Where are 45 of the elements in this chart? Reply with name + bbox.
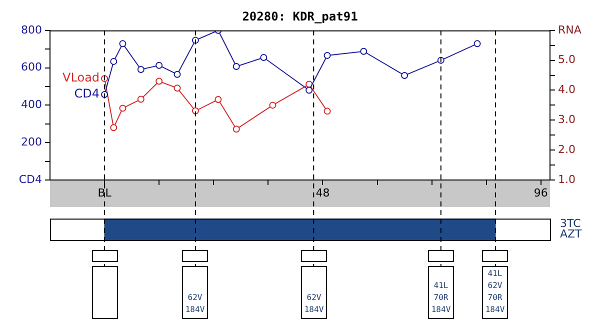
point <box>192 107 199 114</box>
point <box>110 58 118 65</box>
point <box>214 96 222 104</box>
x-tick-label: 48 <box>316 186 330 200</box>
point <box>119 40 126 48</box>
point <box>269 102 276 109</box>
point <box>137 96 144 103</box>
point <box>174 84 181 92</box>
point <box>401 72 408 79</box>
ref-line-label: 62V 184V <box>304 293 324 315</box>
y2-tick-label: 3.0 <box>558 113 576 126</box>
y2-tick-label: RNA <box>558 23 582 36</box>
y-tick-label: 200 <box>21 135 42 148</box>
point <box>360 48 368 55</box>
point <box>119 104 126 112</box>
point <box>324 108 331 115</box>
x-tick-label: BL <box>98 186 112 200</box>
y-tick-label: 400 <box>21 98 42 112</box>
point <box>324 52 331 59</box>
y2-tick-label: 5.0 <box>558 53 576 66</box>
ref-line-label: 41L 70R 184V <box>431 281 451 315</box>
ref-line-label: 62V 184V <box>185 293 205 315</box>
point <box>156 62 163 69</box>
y-tick-label: 3TC <box>560 216 582 230</box>
y-tick-label: 600 <box>21 60 42 74</box>
point <box>110 124 118 132</box>
point <box>306 86 313 94</box>
ref-line-label: 41L 62V 70R 184V <box>485 269 505 315</box>
y-tick-label: AZT <box>560 228 582 241</box>
point <box>260 54 268 62</box>
y-tick-label: CD4 <box>18 172 42 186</box>
point <box>232 62 240 70</box>
x-tick-label: 96 <box>534 186 548 200</box>
point <box>232 126 240 133</box>
y2-tick-label: 4.0 <box>558 83 576 96</box>
y2-tick-label: 2.0 <box>558 142 576 156</box>
point <box>474 40 481 48</box>
y-tick-label: 800 <box>21 23 42 36</box>
point <box>156 78 163 85</box>
chart-title: 20280: KDR_pat91 <box>242 9 358 24</box>
series-label: VLoad <box>62 70 100 85</box>
series-label: CD4 <box>74 86 100 101</box>
point <box>137 66 144 73</box>
point <box>174 70 181 78</box>
y2-tick-label: 1.0 <box>558 172 576 186</box>
